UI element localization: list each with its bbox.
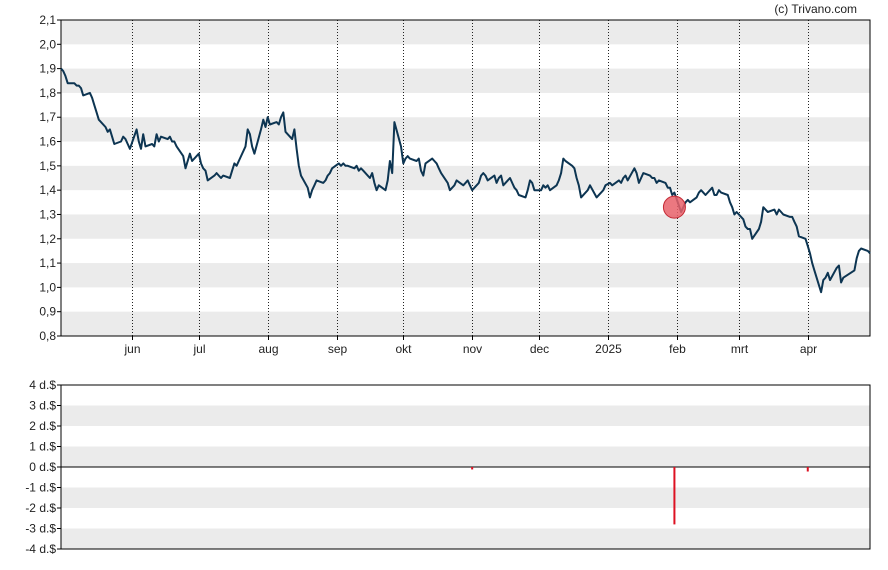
volume-y-tick-label: 3 d.$ bbox=[29, 399, 56, 413]
price-grid-band bbox=[61, 68, 870, 93]
price-x-tick-label: okt bbox=[395, 342, 412, 356]
price-y-tick-label: 1,4 bbox=[39, 183, 56, 197]
price-y-tick-label: 1,0 bbox=[39, 280, 56, 294]
copyright-text: (c) Trivano.com bbox=[774, 2, 857, 16]
volume-grid-band bbox=[61, 487, 870, 508]
volume-y-tick-label: 0 d.$ bbox=[29, 460, 56, 474]
volume-y-tick-label: -2 d.$ bbox=[25, 501, 56, 515]
price-y-tick-label: 1,6 bbox=[39, 135, 56, 149]
price-x-tick-label: nov bbox=[463, 342, 482, 356]
volume-grid-band bbox=[61, 405, 870, 426]
price-x-tick-label: jul bbox=[192, 342, 205, 356]
price-y-tick-label: 1,7 bbox=[39, 110, 56, 124]
price-line bbox=[60, 67, 871, 294]
volume-grid-band bbox=[61, 528, 870, 549]
price-grid-band bbox=[61, 311, 870, 336]
price-grid-band bbox=[61, 263, 870, 288]
price-y-tick-label: 1,8 bbox=[39, 86, 56, 100]
volume-y-tick-label: -3 d.$ bbox=[25, 522, 56, 536]
price-grid-band bbox=[61, 20, 870, 45]
price-x-tick-label: feb bbox=[669, 342, 686, 356]
price-grid-band bbox=[61, 214, 870, 239]
price-y-tick-label: 1,3 bbox=[39, 207, 56, 221]
price-y-tick-label: 1,9 bbox=[39, 62, 56, 76]
price-x-tick-label: 2025 bbox=[595, 342, 622, 356]
volume-y-tick-label: 2 d.$ bbox=[29, 419, 56, 433]
volume-bar bbox=[806, 467, 809, 472]
price-y-tick-label: 1,2 bbox=[39, 232, 56, 246]
price-y-tick-label: 1,5 bbox=[39, 159, 56, 173]
volume-y-tick-label: -4 d.$ bbox=[25, 542, 56, 556]
volume-y-tick-label: 1 d.$ bbox=[29, 440, 56, 454]
price-y-tick-label: 0,9 bbox=[39, 305, 56, 319]
price-x-tick-label: aug bbox=[258, 342, 278, 356]
price-grid-band bbox=[61, 165, 870, 191]
volume-y-tick-label: 4 d.$ bbox=[29, 378, 56, 392]
volume-bar bbox=[471, 467, 474, 470]
volume-y-tick-label: -1 d.$ bbox=[25, 481, 56, 495]
price-y-tick-label: 2,1 bbox=[39, 13, 56, 27]
price-x-tick-label: jun bbox=[123, 342, 140, 356]
price-plot-frame bbox=[60, 19, 871, 337]
price-y-tick-label: 2,0 bbox=[39, 37, 56, 51]
price-y-tick-label: 0,8 bbox=[39, 329, 56, 343]
price-x-tick-label: dec bbox=[530, 342, 549, 356]
price-x-tick-label: mrt bbox=[731, 342, 749, 356]
price-x-tick-label: sep bbox=[328, 342, 348, 356]
dividend-marker bbox=[662, 195, 686, 219]
price-x-tick-label: apr bbox=[800, 342, 817, 356]
volume-bar bbox=[673, 467, 676, 525]
price-y-tick-label: 1,1 bbox=[39, 256, 56, 270]
price-grid-band bbox=[61, 117, 870, 142]
volume-grid-band bbox=[61, 446, 870, 467]
